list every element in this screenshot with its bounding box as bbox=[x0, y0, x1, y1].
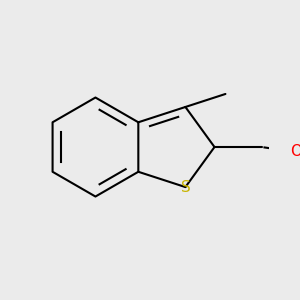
Text: O: O bbox=[290, 145, 300, 160]
Text: S: S bbox=[181, 180, 190, 195]
